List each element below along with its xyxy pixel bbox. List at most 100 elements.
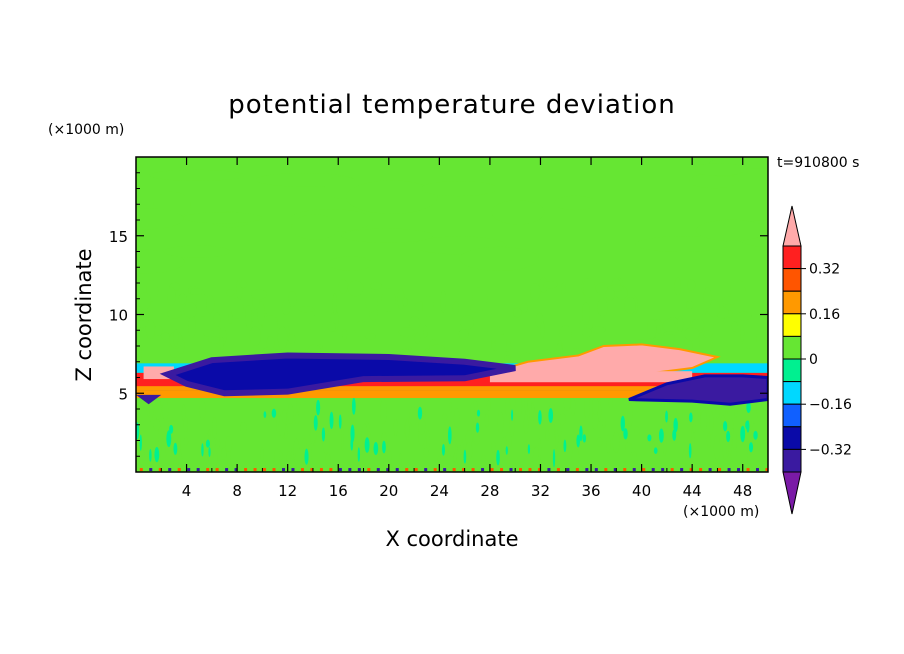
y-tick-label: 10 [109, 307, 128, 325]
region-speckle [722, 436, 727, 460]
x-unit-label: (×1000 m) [683, 504, 759, 520]
region-speckle [370, 282, 382, 290]
region-speckle [213, 312, 221, 327]
region-patch [183, 212, 263, 224]
region-speckle [558, 413, 566, 426]
region-speckle [350, 424, 355, 443]
region-speckle [524, 439, 528, 459]
region-speckle [688, 443, 692, 459]
region-speckle [458, 329, 469, 340]
region-speckle [538, 438, 542, 461]
region-speckle [271, 408, 277, 418]
region-speckle [472, 287, 488, 311]
surface-dot [632, 468, 636, 472]
region-speckle [288, 334, 296, 344]
region-speckle [429, 344, 445, 354]
region-speckle [552, 449, 556, 468]
region-speckle [706, 433, 712, 449]
colorbar-box [782, 426, 802, 450]
region-speckle [249, 326, 261, 347]
region-speckle [505, 397, 511, 418]
region-speckle [595, 282, 608, 295]
region-speckle [756, 397, 764, 422]
region-speckle [138, 448, 145, 460]
region-speckle [167, 309, 182, 319]
region-speckle [341, 427, 344, 452]
region-speckle [571, 447, 580, 468]
region-speckle [154, 325, 163, 336]
region-speckle [409, 316, 421, 330]
colorbar-box [782, 268, 802, 292]
region-speckle [605, 288, 615, 301]
region-speckle [555, 428, 559, 449]
region-cold-band-east [628, 374, 768, 406]
region-speckle [208, 447, 211, 457]
region-speckle [167, 286, 176, 306]
region-speckle [579, 425, 583, 442]
region-speckle [512, 307, 522, 318]
region-speckle [631, 451, 638, 472]
region-speckle [519, 352, 533, 362]
region-speckle [591, 410, 599, 430]
region-speckle [697, 399, 701, 422]
region-speckle [139, 434, 142, 451]
region-speckle [327, 321, 336, 332]
region-speckle [570, 398, 576, 416]
region-speckle [188, 315, 196, 338]
surface-dot [689, 468, 693, 472]
region-speckle [453, 408, 460, 428]
region-speckle [382, 440, 386, 454]
region-speckle [160, 444, 167, 466]
x-tick-label: 8 [232, 482, 242, 500]
region-patch [420, 181, 498, 197]
region-speckle [682, 449, 686, 472]
region-speckle [748, 442, 754, 453]
region-speckle [597, 298, 608, 317]
region-speckle [548, 408, 554, 423]
region-patch [695, 219, 768, 241]
surface-dot [481, 468, 485, 472]
region-speckle [740, 425, 746, 443]
region-patch [149, 169, 246, 181]
colorbar-box [782, 358, 802, 383]
region-speckle [739, 325, 745, 342]
region-speckle [441, 444, 446, 456]
region-speckle [484, 413, 489, 428]
colorbar-box [782, 335, 802, 360]
surface-dot [556, 468, 560, 472]
region-speckle [157, 425, 163, 448]
region-speckle [476, 409, 481, 417]
region-speckle [307, 443, 312, 466]
region-speckle [178, 452, 183, 472]
region-speckle [732, 432, 737, 450]
region-speckle [757, 438, 761, 451]
y-unit-label: (×1000 m) [48, 122, 124, 138]
surface-dot [746, 468, 750, 472]
region-speckle [281, 299, 291, 315]
region-speckle [446, 453, 454, 469]
region-speckle [207, 336, 222, 344]
contour-field [136, 157, 768, 472]
region-speckle [154, 397, 162, 420]
time-label: t=910800 s [777, 155, 859, 171]
region-speckle [145, 319, 156, 340]
region-speckle [393, 418, 398, 437]
region-speckle [523, 414, 529, 434]
surface-dot [367, 468, 371, 472]
surface-dot [281, 468, 285, 472]
region-speckle [161, 332, 170, 340]
region-speckle [688, 400, 693, 411]
region-speckle [213, 450, 218, 468]
surface-dot [755, 468, 759, 472]
region-speckle [287, 403, 294, 424]
region-speckle [338, 414, 342, 429]
region-speckle [543, 281, 558, 289]
region-speckle [529, 282, 541, 301]
region-speckle [443, 423, 447, 449]
region-speckle [402, 297, 408, 307]
region-patch [693, 163, 745, 176]
region-speckle [741, 327, 757, 349]
region-speckle [386, 449, 392, 472]
region-speckle [316, 399, 321, 416]
region-speckle [576, 434, 580, 448]
